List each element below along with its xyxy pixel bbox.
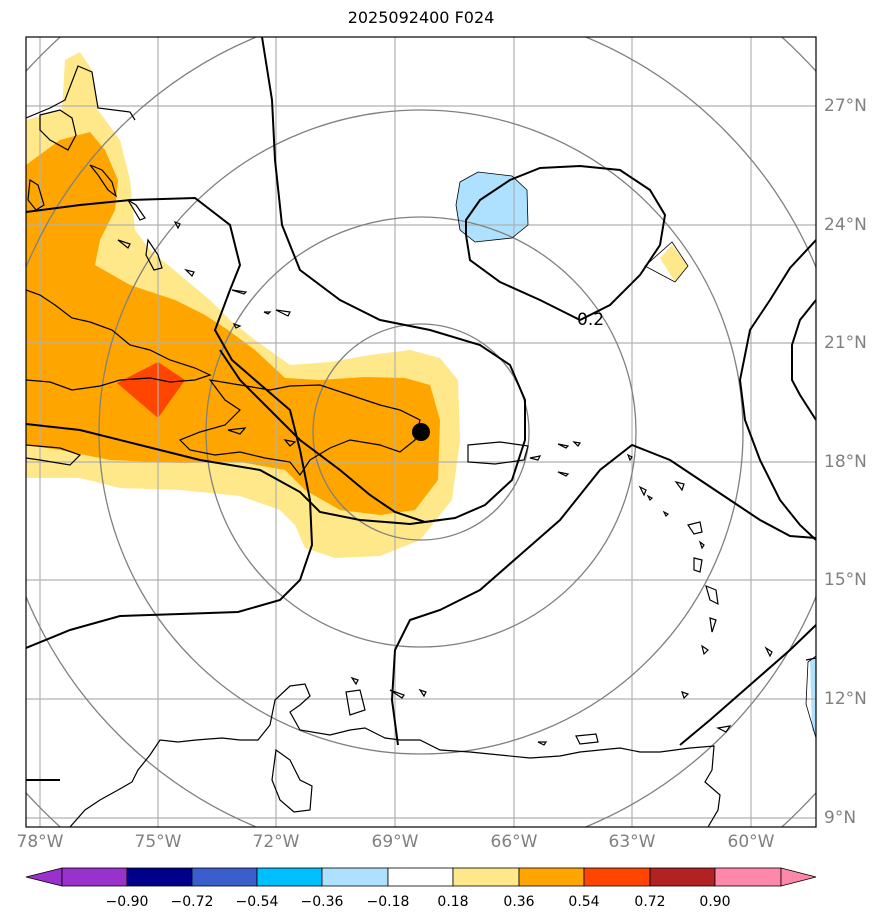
colorbar-bin [583,867,651,887]
storm-center-marker [412,423,430,441]
lat-label: 21°N [824,333,867,353]
lon-label: 63°W [608,832,656,852]
colorbar-tick-label: −0.90 [105,894,149,910]
lon-label: 69°W [371,832,419,852]
colorbar-tick-label: −0.18 [366,894,410,910]
shading-orange [26,132,440,515]
colorbar-tick-label: 0.36 [503,894,535,910]
colorbar-tick-label: −0.36 [300,894,344,910]
colorbar-bin [387,867,454,887]
colorbar-bin [452,867,520,887]
colorbar-bin [714,867,782,887]
graticule [26,37,816,827]
lon-label: 75°W [134,832,182,852]
shading-light-blue [456,172,816,735]
lon-label: 72°W [252,832,300,852]
colorbar-bin [518,867,585,887]
colorbar-tick-label: −0.72 [170,894,214,910]
colorbar-bin [256,867,323,887]
lat-label: 27°N [824,96,867,116]
colorbar-tick-label: 0.90 [699,894,731,910]
lon-label: 60°W [727,832,775,852]
lat-label: 24°N [824,215,867,235]
colorbar-bin [191,867,258,887]
lon-label: 66°W [490,832,538,852]
colorbar-extend-high [780,867,817,887]
colorbar-bin [126,867,193,887]
colorbar-bin [321,867,389,887]
colorbar-tick-label: 0.72 [634,894,666,910]
lat-label: 12°N [824,689,867,709]
colorbar-extend-low [25,867,63,887]
shading-outlines [455,171,816,739]
contour-lines [26,37,816,781]
colorbar-bin [649,867,716,887]
contour-label: 0.2 [577,310,604,330]
colorbar-tick-label: 0.54 [568,894,600,910]
lat-label: 9°N [824,808,857,828]
shading-red-orange [117,362,185,418]
map-title: 2025092400 F024 [347,8,495,27]
lat-label: 15°N [824,570,867,590]
colorbar-tick-label: 0.18 [437,894,469,910]
coastlines [26,65,816,827]
colorbar [25,867,817,887]
colorbar-bin [61,867,128,887]
shading-light-yellow-small [660,245,688,282]
lat-label: 18°N [824,452,867,472]
map-frame [25,36,817,828]
colorbar-tick-label: −0.54 [235,894,279,910]
lon-label: 78°W [16,832,64,852]
